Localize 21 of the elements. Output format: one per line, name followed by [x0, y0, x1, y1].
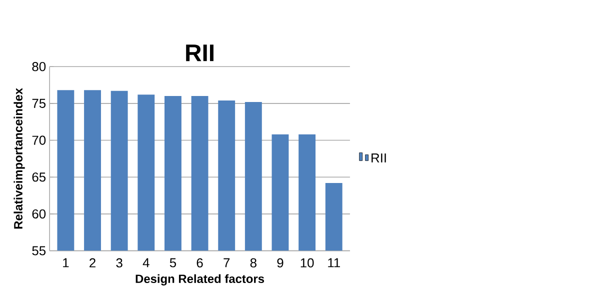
legend-label: RII [372, 154, 386, 163]
y-tick-label: 70 [32, 136, 46, 145]
x-tick-label: 1 [63, 258, 69, 268]
y-tick-label: 80 [32, 62, 46, 72]
y-tick-label: 65 [32, 172, 46, 182]
x-tick-label: 3 [116, 258, 122, 268]
x-tick-label: 7 [224, 258, 230, 268]
x-axis-title: Design Related factors [136, 274, 264, 286]
y-tick-label: 55 [32, 246, 46, 256]
y-tick-label: 60 [32, 210, 46, 219]
x-tick-label: 6 [196, 258, 203, 268]
x-tick-label: 10 [300, 258, 314, 268]
chart-title: RII [186, 44, 214, 62]
y-tick-label: 75 [32, 99, 46, 108]
x-tick-label: 2 [90, 258, 96, 268]
y-axis-title: Relativeimportanceindex [14, 88, 25, 229]
x-tick-label: 8 [250, 258, 256, 268]
x-tick-label: 5 [170, 258, 176, 268]
x-tick-label: 11 [328, 258, 340, 268]
x-tick-label: 4 [142, 258, 150, 268]
x-tick-label: 9 [277, 258, 284, 268]
